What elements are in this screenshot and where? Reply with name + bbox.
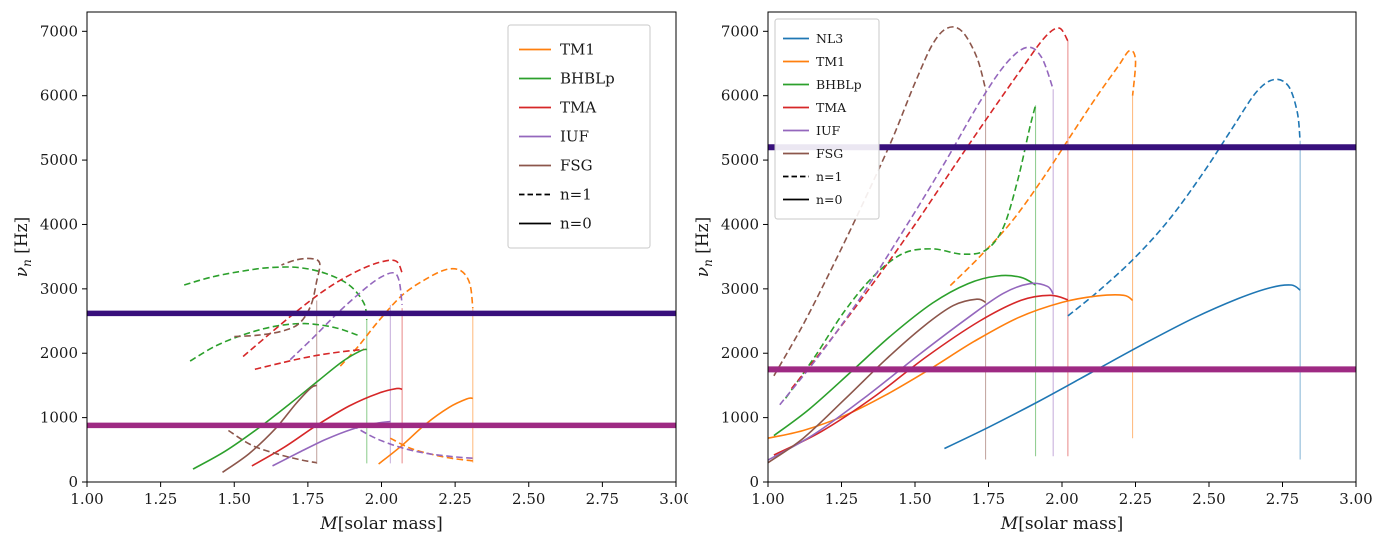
y-tick-label: 1000 [40, 409, 78, 427]
reference-bands [87, 310, 676, 429]
x-tick-label: 2.00 [365, 490, 398, 508]
x-tick-label: 1.25 [825, 490, 858, 508]
x-tick-label: 2.75 [586, 490, 619, 508]
x-tick-label: 1.00 [70, 490, 103, 508]
x-tick-label: 2.50 [512, 490, 545, 508]
series-IUF-n1-lower [351, 424, 473, 459]
legend-label-n=1: n=1 [816, 169, 842, 184]
right-chart-svg: 1.00 1.25 1.50 1.75 2.00 2.25 2.50 2.75 3.00 0 100… [693, 11, 1373, 534]
legend-label-TMA: TMA [816, 100, 847, 115]
series-BHBLp-n0 [773, 274, 1036, 437]
y-tick-label: 1000 [721, 409, 759, 427]
left-chart-svg: 1.00 1.25 1.50 1.75 2.00 2.25 2.50 2.75 3.00 0 100… [12, 11, 688, 534]
y-tick-label: 3000 [721, 280, 759, 298]
x-axis: 1.00 1.25 1.50 1.75 2.00 2.25 2.50 2.75 3.00 [70, 482, 688, 508]
series-TM1-n1-lower [389, 437, 473, 462]
legend-label-BHBLp: BHBLp [816, 77, 862, 92]
x-tick-label: 1.00 [751, 490, 784, 508]
series-IUF-n1 [289, 271, 403, 361]
y-tick-label: 0 [749, 473, 759, 491]
x-tick-label: 1.50 [218, 490, 251, 508]
series-FSG-n0 [767, 298, 986, 464]
series-NL3-n0 [944, 284, 1301, 450]
y-tick-label: 7000 [40, 22, 78, 40]
y-tick-label: 2000 [721, 344, 759, 362]
legend-label-TMA: TMA [560, 99, 596, 117]
y-tick-label: 5000 [721, 151, 759, 169]
x-axis-label: M[solar mass] [319, 514, 442, 534]
left-panel: 1.00 1.25 1.50 1.75 2.00 2.25 2.50 2.75 3.00 0 100… [12, 11, 688, 534]
legend-box [507, 24, 651, 249]
legend-label-BHBLp: BHBLp [560, 70, 615, 88]
y-tick-label: 4000 [40, 215, 78, 233]
max-mass-vlines [985, 40, 1301, 460]
series-BHBLp-n1 [784, 105, 1037, 399]
series-BHBLp-n1 [183, 266, 368, 320]
legend: NL3 TM1 BHBLp TMA IUF FSG n=1 n=0 [774, 18, 880, 220]
x-tick-label: 3.00 [1339, 490, 1372, 508]
series-TM1-n0 [378, 397, 473, 465]
series-BHBLp-n1-lower [189, 322, 359, 362]
series-TMA-n0 [773, 294, 1069, 456]
y-tick-label: 4000 [721, 215, 759, 233]
series-TM1-n1 [949, 49, 1137, 287]
series-TM1-n1 [339, 267, 474, 367]
series-FSG-n1 [773, 26, 987, 377]
x-axis: 1.00 1.25 1.50 1.75 2.00 2.25 2.50 2.75 3.00 [751, 482, 1373, 508]
series-TMA-n0 [251, 387, 403, 467]
x-tick-label: 1.50 [898, 490, 931, 508]
right-panel: 1.00 1.25 1.50 1.75 2.00 2.25 2.50 2.75 3.00 0 100… [688, 0, 1376, 547]
y-axis: 0 1000 2000 3000 4000 5000 6000 7000 [40, 22, 87, 491]
legend-label-IUF: IUF [560, 128, 589, 146]
y-axis-label: νn [Hz] [693, 217, 715, 277]
y-tick-label: 6000 [40, 87, 78, 105]
series-FSG-n1 [234, 257, 321, 338]
series-BHBLp-n0 [192, 348, 367, 470]
y-tick-label: 5000 [40, 151, 78, 169]
series-FSG-n1-lower [227, 429, 317, 464]
legend-label-FSG: FSG [816, 146, 843, 161]
series-FSG-n0 [222, 384, 318, 473]
y-tick-label: 2000 [40, 344, 78, 362]
legend-label-TM1: TM1 [816, 54, 845, 69]
legend-label-NL3: NL3 [816, 31, 843, 46]
legend: TM1 BHBLp TMA IUF FSG n=1 n=0 [507, 24, 651, 249]
x-tick-label: 2.25 [1119, 490, 1152, 508]
legend-label-n=0: n=0 [816, 192, 843, 207]
x-tick-label: 2.00 [1045, 490, 1078, 508]
y-tick-label: 7000 [721, 22, 759, 40]
legend-label-FSG: FSG [560, 157, 593, 175]
y-tick-label: 6000 [721, 87, 759, 105]
series-NL3-n1 [1067, 78, 1301, 317]
x-tick-label: 3.00 [659, 490, 688, 508]
series-TMA-n1-lower [254, 348, 364, 371]
series-TM1-n0 [767, 294, 1134, 439]
x-axis-label: M[solar mass] [1000, 514, 1123, 534]
y-tick-label: 3000 [40, 280, 78, 298]
y-axis-label: νn [Hz] [12, 217, 34, 277]
legend-label-TM1: TM1 [560, 41, 595, 59]
x-tick-label: 1.75 [972, 490, 1005, 508]
series-curves [767, 26, 1301, 464]
x-tick-label: 2.75 [1266, 490, 1299, 508]
y-tick-label: 0 [68, 473, 78, 491]
x-tick-label: 1.25 [144, 490, 177, 508]
legend-label-n=0: n=0 [560, 215, 592, 233]
x-tick-label: 2.50 [1192, 490, 1225, 508]
legend-label-IUF: IUF [816, 123, 840, 138]
x-tick-label: 2.25 [438, 490, 471, 508]
max-mass-vlines [316, 300, 474, 464]
x-tick-label: 1.75 [291, 490, 324, 508]
legend-label-n=1: n=1 [560, 186, 592, 204]
series-TMA-n1 [242, 259, 403, 358]
legend-box [774, 18, 880, 220]
series-curves [183, 257, 474, 473]
series-IUF-n0 [767, 282, 1054, 461]
y-axis: 0 1000 2000 3000 4000 5000 6000 7000 [721, 22, 768, 491]
